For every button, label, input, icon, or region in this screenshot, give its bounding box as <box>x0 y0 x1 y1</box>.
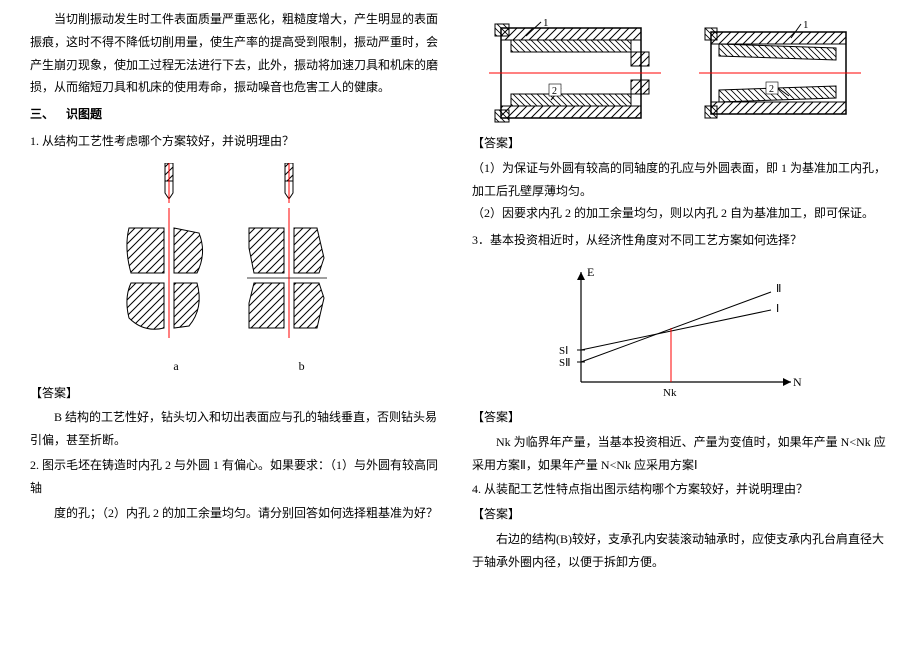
left-column: 当切削振动发生时工件表面质量严重恶化，粗糙度增大，产生明显的表面振痕，这时不得不… <box>18 8 460 643</box>
fig-label-b: b <box>299 355 305 378</box>
axis-e: E <box>587 265 594 279</box>
label-2b: 2 <box>769 84 774 95</box>
section-heading: 三、 识图题 <box>30 103 448 126</box>
question-3: 3．基本投资相近时，从经济性角度对不同工艺方案如何选择？ <box>472 229 890 252</box>
answer-2-2: （2）因要求内孔 2 的加工余量均匀，则以内孔 2 自为基准加工，即可保证。 <box>472 202 890 225</box>
fig-label-a: a <box>173 355 178 378</box>
answer-1: B 结构的工艺性好，钻头切入和切出表面应与孔的轴线垂直，否则钻头易引偏，甚至折断… <box>30 406 448 452</box>
label-1b: 1 <box>803 19 809 31</box>
axis-n: N <box>793 375 802 389</box>
answer-4: 右边的结构(B)较好，支承孔内安装滚动轴承时，应使支承内孔台肩直径大于轴承外圈内… <box>472 528 890 574</box>
answer-heading-4: 【答案】 <box>472 503 890 526</box>
line-i: Ⅰ <box>776 303 779 315</box>
answer-2-1a: （1）为保证与外圆有较高的同轴度的孔应与外圆表面，即 1 为基准加工内孔， <box>472 157 890 180</box>
section-number: 三、 <box>30 107 54 121</box>
answer-2-1b: 加工后孔壁厚薄均匀。 <box>472 180 890 203</box>
question-1: 1. 从结构工艺性考虑哪个方案较好，并说明理由？ <box>30 130 448 153</box>
figure-ab: a b <box>30 163 448 378</box>
answer-heading-1: 【答案】 <box>30 382 448 405</box>
answer-heading-2: 【答案】 <box>472 132 890 155</box>
question-2-line1: 2. 图示毛坯在铸造时内孔 2 与外圆 1 有偏心。如果要求：（1）与外圆有较高… <box>30 454 448 500</box>
label-1a: 1 <box>543 18 549 29</box>
intro-paragraph: 当切削振动发生时工件表面质量严重恶化，粗糙度增大，产生明显的表面振痕，这时不得不… <box>30 8 448 99</box>
nk-label: Nk <box>663 387 677 399</box>
question-4: 4. 从装配工艺性特点指出图示结构哪个方案较好，并说明理由？ <box>472 478 890 501</box>
question-2-line2: 度的孔；（2）内孔 2 的加工余量均匀。请分别回答如何选择粗基准为好？ <box>30 502 448 525</box>
figure-bushings: 1 2 1 2 <box>472 18 890 128</box>
answer-heading-3: 【答案】 <box>472 406 890 429</box>
s1-label: SⅠ <box>559 345 568 357</box>
s2-label: SⅡ <box>559 357 571 369</box>
right-column: 1 2 1 2 【答案】 （1）为保 <box>460 8 902 643</box>
line-ii: Ⅱ <box>776 283 781 295</box>
section-title: 识图题 <box>66 107 102 121</box>
label-2a: 2 <box>552 86 557 97</box>
figure-chart: E N Ⅱ Ⅰ SⅠ SⅡ Nk <box>472 262 890 402</box>
answer-3: Nk 为临界年产量，当基本投资相近、产量为变值时，如果年产量 N<Nk 应采用方… <box>472 431 890 477</box>
